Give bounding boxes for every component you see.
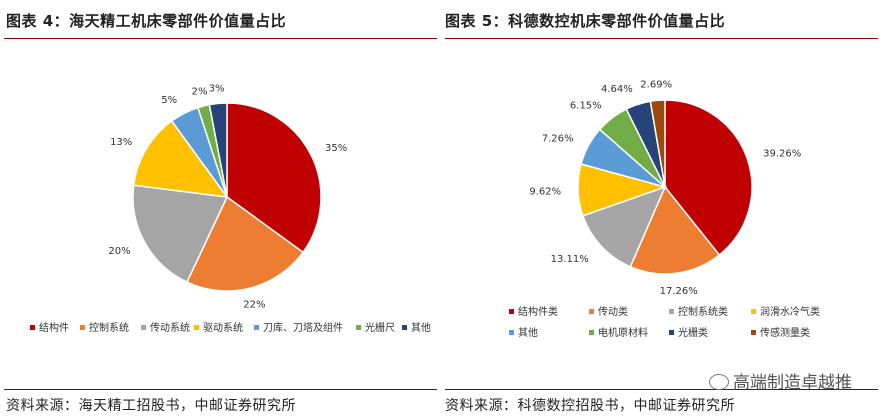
pie-1-legend-label-0: 结构件类 (518, 305, 558, 318)
pie-1-legend-label-5: 电机原材料 (598, 326, 648, 339)
pie-1-data-label-1: 17.26% (660, 286, 698, 297)
pie-1-legend-swatch-7 (751, 330, 756, 335)
pie-0-legend-swatch-0 (30, 325, 35, 330)
pie-0-data-label-1: 22% (243, 300, 265, 311)
pie-0-data-label-3: 13% (110, 137, 132, 148)
pie-0-data-label-0: 35% (325, 143, 347, 154)
pie-0-legend-swatch-3 (194, 325, 199, 330)
pie-0-legend-swatch-6 (402, 325, 407, 330)
pie-1-slice-0 (664, 99, 753, 257)
left-figure-title: 图表 4：海天精工机床零部件价值量占比 (6, 12, 287, 30)
pie-0-legend-swatch-2 (141, 325, 146, 330)
pie-1-legend-label-3: 润滑水冷气类 (760, 305, 820, 318)
pie-1-slice-7 (649, 99, 666, 188)
pie-1-data-label-5: 6.15% (570, 100, 602, 111)
watermark-text: 高端制造卓越推 (733, 373, 852, 393)
pie-0-legend-label-3: 驱动系统 (203, 321, 243, 334)
right-figure-title: 图表 5：科德数控机床零部件价值量占比 (445, 12, 726, 30)
pie-0-legend-swatch-5 (356, 325, 361, 330)
pie-1-slice-2 (581, 185, 667, 268)
left-source-rule (4, 389, 437, 390)
pie-0-data-label-6: 3% (209, 84, 225, 95)
pie-1-legend-swatch-2 (669, 309, 674, 314)
right-pie-chart: 39.26% 17.26% 13.11% 9.62% 7.26% 6.15% 4.64% 2.… (509, 79, 820, 339)
pie-1-legend-swatch-4 (509, 330, 514, 335)
pie-0-slice-3 (132, 119, 229, 198)
pie-0-slice-0 (226, 102, 322, 254)
pie-1-legend-swatch-1 (589, 309, 594, 314)
pie-0-legend-label-4: 刀库、刀塔及组件 (263, 321, 343, 334)
pie-1-slice-1 (629, 185, 721, 275)
pie-1-data-label-7: 2.69% (640, 79, 672, 90)
pie-0-data-label-5: 2% (192, 87, 208, 98)
pie-0-data-label-4: 5% (161, 95, 177, 106)
pie-1-legend-label-6: 光栅类 (678, 326, 708, 339)
pie-1-data-label-4: 7.26% (542, 134, 574, 145)
pie-1-legend-swatch-0 (509, 309, 514, 314)
pie-1-legend-swatch-6 (669, 330, 674, 335)
pie-1-data-label-0: 39.26% (763, 149, 801, 160)
pie-1-legend-label-4: 其他 (518, 326, 538, 339)
pie-0-legend-label-2: 传动系统 (150, 321, 190, 334)
pie-0-legend-label-0: 结构件 (39, 321, 69, 334)
pie-0-legend-label-6: 其他 (411, 321, 431, 334)
right-figure: 图表 5：科德数控机床零部件价值量占比 39.26% 17.26% 13.11% 9.… (441, 0, 882, 420)
pie-0-slice-2 (132, 184, 229, 284)
pie-1-legend-label-7: 传感测量类 (760, 326, 810, 339)
pie-0-legend-swatch-1 (80, 325, 85, 330)
pie-0-legend-label-5: 光栅尺 (365, 321, 395, 334)
pie-1-data-label-6: 4.64% (601, 84, 633, 95)
left-title-rule (4, 38, 437, 39)
pie-1-legend-swatch-5 (589, 330, 594, 335)
pie-1-legend-swatch-3 (751, 309, 756, 314)
pie-0-legend-swatch-4 (254, 325, 259, 330)
watermark: 高端制造卓越推 (709, 368, 852, 393)
pie-1-legend-label-1: 传动类 (598, 305, 628, 318)
left-figure: 图表 4：海天精工机床零部件价值量占比 35% 22% 20% 13% 5% 2% 3% 结构… (4, 12, 437, 414)
right-title-rule (445, 38, 878, 39)
pie-0-slice-6 (208, 102, 228, 198)
pie-0-legend-label-1: 控制系统 (89, 321, 129, 334)
wechat-icon (709, 374, 729, 390)
pie-1-legend-label-2: 控制系统类 (678, 305, 728, 318)
pie-1-data-label-3: 9.62% (529, 187, 561, 198)
right-source-rule (445, 389, 878, 390)
pie-1-data-label-2: 13.11% (551, 254, 589, 265)
pie-0-data-label-2: 20% (108, 246, 130, 257)
right-source-note: 资料来源：科德数控招股书，中邮证券研究所 (445, 398, 735, 414)
left-source-note: 资料来源：海天精工招股书，中邮证券研究所 (6, 398, 296, 414)
left-pie-chart: 35% 22% 20% 13% 5% 2% 3% 结构件 控制系统 传动系统 驱动系统 刀库、刀塔及组… (30, 84, 431, 334)
